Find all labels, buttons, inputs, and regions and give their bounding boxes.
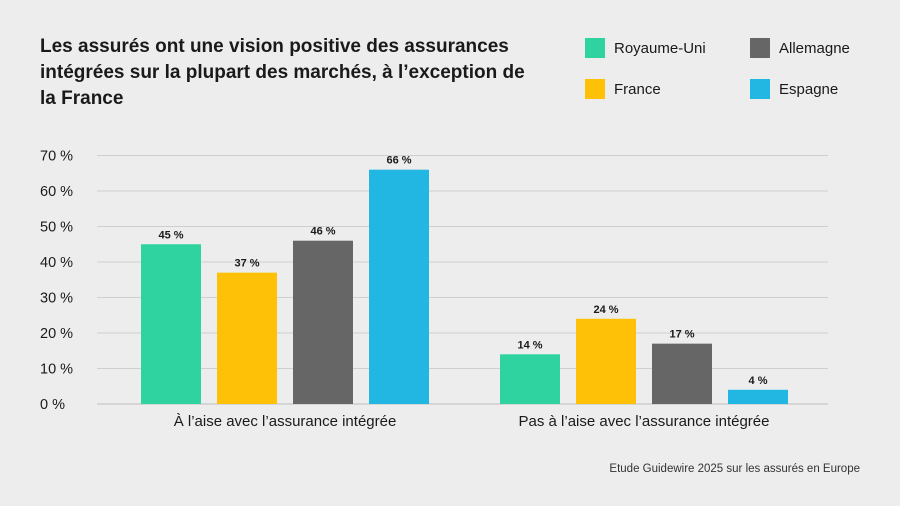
bar <box>500 354 560 404</box>
x-category-label: Pas à l’aise avec l’assurance intégrée <box>519 413 770 430</box>
y-tick-label: 50 % <box>40 220 73 236</box>
x-category-label: À l’aise avec l’assurance intégrée <box>174 413 397 430</box>
y-tick-label: 60 % <box>40 184 73 200</box>
bar <box>217 272 277 404</box>
bar <box>369 169 429 404</box>
bar <box>576 318 636 404</box>
source-note: Etude Guidewire 2025 sur les assurés en … <box>609 463 860 475</box>
legend-label: Espagne <box>779 80 839 98</box>
data-label: 46 % <box>310 226 335 238</box>
legend: Royaume-Uni Allemagne France Espagne <box>585 38 885 108</box>
bar <box>293 240 353 404</box>
legend-item-royaume-uni: Royaume-Uni <box>585 38 706 58</box>
legend-label: Royaume-Uni <box>614 39 706 57</box>
bar <box>652 343 712 404</box>
data-label: 4 % <box>749 375 768 387</box>
data-label: 66 % <box>386 155 411 167</box>
legend-item-espagne: Espagne <box>750 79 838 99</box>
legend-label: France <box>614 80 661 98</box>
legend-item-allemagne: Allemagne <box>750 38 850 58</box>
legend-swatch <box>750 79 770 99</box>
y-tick-label: 40 % <box>40 255 73 271</box>
data-label: 14 % <box>517 339 542 351</box>
legend-label: Allemagne <box>779 39 850 57</box>
y-tick-label: 0 % <box>40 397 65 413</box>
bar-chart: 0 % 10 % 20 % 30 % 40 % 50 % 60 % 70 % 45 % 37 % 4… <box>40 149 828 430</box>
y-tick-label: 70 % <box>40 149 73 165</box>
bar <box>141 244 201 404</box>
data-label: 24 % <box>593 304 618 316</box>
data-label: 17 % <box>669 329 694 341</box>
bar <box>728 389 788 404</box>
legend-swatch <box>750 38 770 58</box>
y-tick-label: 30 % <box>40 291 73 307</box>
legend-item-france: France <box>585 79 661 99</box>
data-label: 45 % <box>158 229 183 241</box>
legend-swatch <box>585 38 605 58</box>
y-tick-label: 10 % <box>40 362 73 378</box>
y-tick-label: 20 % <box>40 326 73 342</box>
data-label: 37 % <box>234 258 259 270</box>
chart-title: Les assurés ont une vision positive des … <box>40 36 525 109</box>
legend-swatch <box>585 79 605 99</box>
